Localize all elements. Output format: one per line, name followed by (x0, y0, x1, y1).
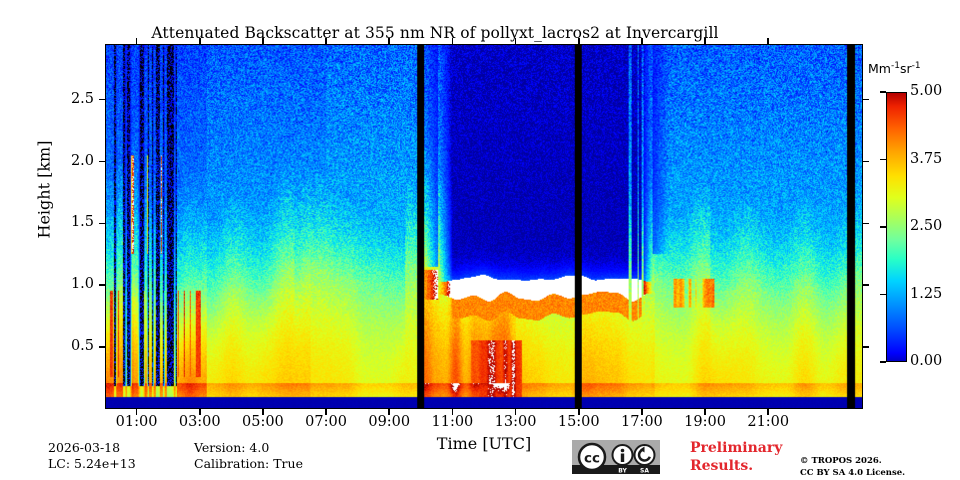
x-tick (198, 38, 201, 45)
y-tick (99, 284, 105, 287)
copyright-notice: © TROPOS 2026. CC BY SA 4.0 License. (800, 455, 905, 480)
footer-version: Version: 4.0 (194, 440, 270, 455)
x-tick (577, 38, 580, 45)
y-tick (99, 222, 105, 225)
x-tick-label: 13:00 (494, 414, 537, 430)
colorbar-units-mm: Mm (868, 61, 891, 77)
x-tick (767, 409, 770, 415)
x-tick-label: 21:00 (747, 414, 790, 430)
x-tick (577, 409, 580, 415)
x-tick-label: 15:00 (557, 414, 600, 430)
x-tick (641, 38, 643, 45)
preliminary-line-2: Results. (690, 457, 754, 474)
y-tick-label: 1.5 (70, 214, 94, 231)
copyright-line-2: CC BY SA 4.0 License. (800, 468, 906, 479)
colorbar-tick (880, 91, 886, 93)
footer-lidar-constant: LC: 5.24e+13 (48, 456, 136, 471)
x-tick-label: 03:00 (178, 414, 221, 430)
y-tick-label: 2.5 (70, 90, 94, 107)
x-tick-label: 01:00 (115, 414, 158, 430)
y-tick (863, 222, 869, 225)
x-tick (451, 409, 454, 415)
colorbar-units-exp2: -1 (911, 61, 921, 71)
y-tick (863, 98, 869, 101)
x-tick (388, 409, 391, 415)
y-tick (99, 346, 105, 348)
preliminary-results-notice: Preliminary Results. (690, 440, 782, 475)
x-tick (325, 38, 327, 45)
footer-calibration: Calibration: True (194, 456, 303, 471)
colorbar-tick-label: 0.00 (910, 353, 943, 369)
colorbar-tick (880, 361, 886, 363)
x-tick (325, 409, 327, 415)
copyright-line-1: © TROPOS 2026. (800, 456, 882, 466)
x-tick (388, 38, 391, 45)
x-tick-label: 07:00 (305, 414, 347, 430)
cc-sa-label: SA (640, 468, 649, 475)
x-tick (767, 38, 770, 45)
y-tick-label: 0.5 (70, 338, 94, 355)
page-title: Attenuated Backscatter at 355 nm NR of p… (151, 24, 719, 42)
colorbar-tick (880, 226, 886, 228)
y-tick-label: 2.0 (70, 152, 94, 169)
x-tick (198, 409, 201, 415)
cc-by-label: BY (618, 468, 627, 475)
y-tick (863, 346, 869, 348)
colorbar-tick-label: 3.75 (910, 150, 943, 167)
x-tick (451, 38, 454, 45)
colorbar-tick (880, 293, 886, 296)
creative-commons-badge-icon[interactable]: cc BY SA (572, 440, 660, 474)
colorbar-tick-label: 1.25 (910, 285, 943, 302)
y-tick (863, 160, 869, 163)
y-tick-label: 1.0 (70, 276, 94, 293)
y-tick (99, 98, 105, 101)
x-tick (704, 409, 706, 415)
colorbar-tick (880, 158, 886, 161)
colorbar-units-label: Mm-1sr-1 (868, 61, 921, 76)
x-tick (514, 409, 517, 415)
colorbar-units-sr: sr (899, 61, 912, 77)
x-tick (262, 409, 264, 415)
y-axis-title: Height [km] (34, 140, 54, 239)
x-tick-label: 05:00 (242, 414, 284, 430)
x-tick (262, 38, 264, 45)
y-tick (863, 284, 869, 287)
x-tick-label: 09:00 (368, 414, 411, 430)
colorbar-tick-label: 2.50 (910, 218, 943, 234)
colorbar-units-exp1: -1 (890, 61, 900, 71)
footer-date: 2026-03-18 (48, 440, 121, 455)
x-tick (135, 409, 138, 415)
x-tick-label: 11:00 (431, 414, 474, 430)
lidar-quicklook-plot[interactable] (105, 44, 863, 409)
x-tick (641, 409, 643, 415)
x-tick (135, 38, 138, 45)
y-tick (99, 160, 105, 163)
colorbar[interactable] (886, 92, 907, 362)
x-tick-label: 17:00 (621, 414, 663, 430)
x-tick (704, 38, 706, 45)
heatmap-surface (106, 45, 862, 408)
x-tick (514, 38, 517, 45)
colorbar-tick-label: 5.00 (910, 83, 943, 99)
x-axis-title: Time [UTC] (436, 434, 532, 453)
svg-text:cc: cc (584, 451, 600, 467)
x-tick-label: 19:00 (684, 414, 726, 430)
preliminary-line-1: Preliminary (690, 440, 783, 456)
